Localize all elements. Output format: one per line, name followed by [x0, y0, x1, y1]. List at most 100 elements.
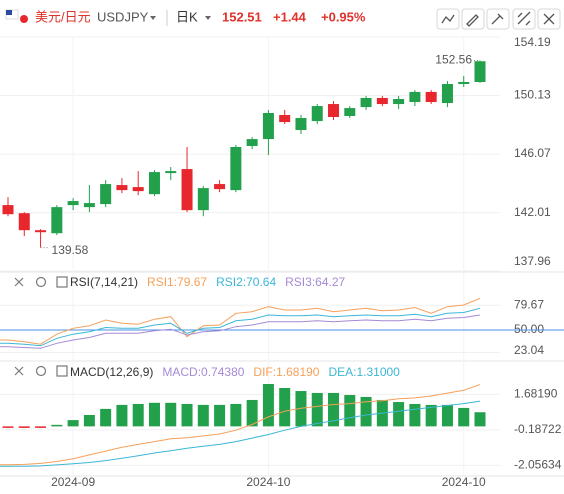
candle-body	[148, 172, 160, 195]
macd-bar	[197, 404, 209, 427]
candle	[262, 109, 274, 156]
candle-body	[2, 205, 14, 215]
macd-bar	[214, 404, 226, 427]
candle	[83, 185, 95, 213]
macd-bar	[67, 420, 79, 427]
indicator-line	[0, 307, 481, 347]
tool-icon	[517, 11, 531, 26]
y-tick-label: 146.07	[514, 146, 551, 160]
tool-button[interactable]	[512, 8, 536, 30]
candle-body	[458, 81, 470, 85]
legend-entry: DIF:1.68190	[253, 365, 319, 379]
macd-bar	[116, 404, 128, 427]
candle	[214, 180, 226, 193]
legend-entry: RSI2:70.64	[216, 275, 276, 289]
macd-bar	[311, 392, 323, 427]
candle	[458, 75, 470, 88]
y-tick-label: 50.00	[514, 322, 544, 336]
candle	[393, 95, 405, 109]
legend-entry: RSI3:64.27	[285, 275, 345, 289]
candle	[116, 178, 128, 194]
y-tick-label: -0.18722	[514, 422, 562, 436]
candle-body	[83, 203, 95, 208]
price: 152.51	[222, 9, 262, 24]
candle	[409, 90, 421, 107]
candle	[360, 95, 372, 110]
legend-entry: DEA:1.31000	[328, 365, 400, 379]
candle-body	[165, 171, 177, 174]
tool-icon	[491, 13, 504, 25]
macd-bar	[360, 396, 372, 427]
candle	[51, 205, 63, 236]
expand-icon[interactable]	[56, 276, 68, 288]
tool-icon	[543, 13, 555, 25]
candle-body	[18, 213, 30, 231]
x-tick-label: 2024-09	[51, 475, 95, 489]
dropdown-arrow[interactable]	[150, 16, 156, 20]
candle-body	[67, 201, 79, 206]
candle	[2, 197, 14, 217]
candle	[376, 95, 388, 107]
candle	[35, 229, 47, 248]
change: +1.44	[273, 9, 307, 24]
candle-body	[197, 188, 209, 211]
indicator-line	[0, 400, 481, 467]
candle-body	[409, 91, 421, 103]
macd-bar	[458, 407, 470, 427]
macd-bar	[83, 414, 95, 427]
y-tick-label: 154.19	[514, 35, 551, 49]
candle-body	[360, 97, 372, 108]
candle-body	[295, 118, 307, 130]
candle-body	[441, 84, 453, 104]
macd-bar	[393, 402, 405, 427]
pair-name[interactable]: 美元/日元	[35, 9, 91, 24]
dropdown-arrow[interactable]	[205, 16, 211, 20]
candle-body	[214, 184, 226, 190]
macd-bar	[328, 392, 340, 427]
candle	[132, 171, 144, 196]
candle-body	[425, 91, 437, 103]
macd-bar	[409, 403, 421, 427]
settings-icon[interactable]	[35, 365, 47, 377]
indicator-line	[0, 384, 481, 466]
macd-bar	[132, 403, 144, 427]
legend-entry: RSI1:79.67	[147, 275, 207, 289]
candle-body	[262, 112, 274, 140]
candle	[230, 144, 242, 193]
macd-bar	[425, 404, 437, 427]
macd-bar	[100, 408, 112, 427]
symbol[interactable]: USDJPY	[97, 9, 149, 24]
candle-body	[344, 108, 356, 117]
header: 美元/日元 USDJPY 日K 152.51 +1.44 +0.95%	[5, 8, 561, 30]
close-icon[interactable]	[14, 277, 24, 287]
macd-bar	[344, 395, 356, 427]
candle	[197, 186, 209, 217]
period[interactable]: 日K	[176, 9, 198, 24]
macd-bar	[148, 402, 160, 427]
settings-icon[interactable]	[35, 276, 47, 288]
tool-button[interactable]	[461, 8, 485, 30]
close-icon[interactable]	[14, 366, 24, 376]
macd-bar	[246, 399, 258, 427]
candle-body	[279, 115, 291, 123]
macd-bar	[51, 424, 63, 427]
candle	[181, 147, 193, 213]
tool-icon	[441, 14, 455, 24]
tool-button[interactable]	[486, 8, 510, 30]
candle-body	[51, 207, 63, 234]
y-tick-label: 23.04	[514, 343, 544, 357]
indicator-title: MACD(12,26,9)	[70, 365, 153, 379]
tool-button[interactable]	[537, 8, 561, 30]
y-tick-label: 137.96	[514, 254, 551, 268]
candle	[474, 60, 486, 83]
expand-icon[interactable]	[56, 365, 68, 377]
candle-body	[132, 187, 144, 192]
tool-button[interactable]	[436, 8, 460, 30]
candle-body	[474, 61, 486, 82]
high-label: 152.56	[435, 53, 472, 67]
candle-body	[311, 106, 323, 122]
macd-bar	[165, 402, 177, 427]
macd-bar	[35, 426, 47, 428]
macd-bar	[279, 387, 291, 427]
